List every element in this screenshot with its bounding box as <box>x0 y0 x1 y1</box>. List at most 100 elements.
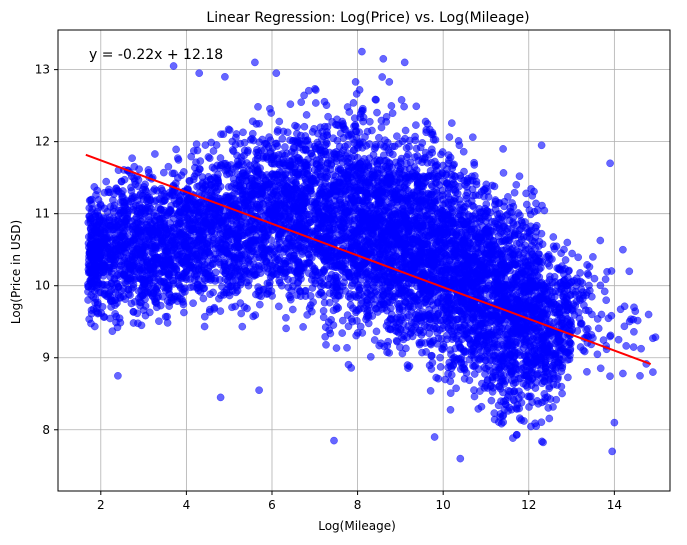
scatter-point <box>353 329 362 337</box>
scatter-point <box>164 269 172 277</box>
scatter-point <box>380 176 389 185</box>
scatter-point <box>298 226 307 234</box>
scatter-point <box>425 329 434 338</box>
scatter-point <box>155 317 163 326</box>
scatter-point <box>326 329 335 338</box>
scatter-point <box>274 302 283 311</box>
scatter-point <box>347 193 356 202</box>
scatter-point <box>321 141 330 150</box>
scatter-point <box>252 184 261 192</box>
scatter-point <box>360 155 369 163</box>
scatter-point <box>146 262 155 271</box>
scatter-point <box>363 283 372 292</box>
scatter-point <box>219 130 228 139</box>
scatter-point <box>256 164 264 173</box>
scatter-point <box>428 245 437 254</box>
scatter-point <box>316 163 324 172</box>
scatter-point <box>295 154 303 163</box>
scatter-point <box>398 349 407 358</box>
scatter-point <box>119 187 127 195</box>
scatter-point <box>141 241 150 249</box>
scatter-point <box>300 122 309 131</box>
scatter-point <box>297 131 305 140</box>
scatter-point <box>291 222 300 230</box>
scatter-point <box>268 266 277 275</box>
scatter-point <box>279 155 287 164</box>
scatter-point <box>371 95 380 104</box>
scatter-point <box>344 322 353 331</box>
scatter-point <box>378 284 386 293</box>
scatter-point <box>319 313 328 322</box>
scatter-point <box>240 146 249 155</box>
scatter-point <box>100 188 109 197</box>
scatter-point <box>402 195 411 203</box>
scatter-point <box>274 233 283 241</box>
scatter-point <box>100 313 109 321</box>
scatter-point <box>297 208 305 217</box>
scatter-point <box>338 329 347 337</box>
scatter-point <box>211 210 220 219</box>
scatter-point <box>112 185 121 193</box>
scatter-point <box>185 176 194 185</box>
scatter-point <box>354 196 363 205</box>
scatter-point <box>384 214 393 223</box>
scatter-point <box>204 207 213 216</box>
scatter-point <box>84 296 92 304</box>
scatter-point <box>120 221 128 230</box>
scatter-point <box>187 250 196 259</box>
scatter-point <box>427 206 436 215</box>
scatter-point <box>256 269 265 277</box>
scatter-point <box>268 292 276 300</box>
scatter-point <box>135 165 143 174</box>
scatter-point <box>332 187 341 195</box>
scatter-point <box>106 261 114 269</box>
scatter-point <box>216 154 225 162</box>
scatter-point <box>240 186 249 195</box>
scatter-point <box>313 138 322 147</box>
scatter-point <box>306 186 315 195</box>
scatter-point <box>276 243 285 252</box>
scatter-point <box>127 187 136 195</box>
scatter-point <box>428 182 436 191</box>
scatter-point <box>332 148 341 156</box>
scatter-point <box>171 179 180 188</box>
scatter-point <box>385 78 394 86</box>
scatter-point <box>437 150 445 159</box>
scatter-point <box>137 321 146 330</box>
scatter-point <box>367 291 376 300</box>
scatter-point <box>186 283 195 292</box>
scatter-point <box>193 281 202 289</box>
scatter-point <box>182 275 191 284</box>
scatter-point <box>342 216 351 225</box>
scatter-point <box>410 235 419 244</box>
scatter-point <box>144 166 153 174</box>
scatter-point <box>104 292 112 301</box>
scatter-point <box>345 131 353 139</box>
scatter-point <box>412 121 420 129</box>
scatter-point <box>296 192 305 200</box>
scatter-point <box>381 202 389 211</box>
scatter-point <box>344 360 353 369</box>
scatter-point <box>311 84 319 93</box>
scatter-point <box>404 364 412 372</box>
scatter-point <box>228 252 237 260</box>
scatter-point <box>234 235 243 243</box>
scatter-point <box>200 322 209 331</box>
scatter-point <box>206 276 215 284</box>
scatter-point <box>268 205 277 213</box>
scatter-point <box>432 162 440 170</box>
scatter-point <box>401 126 410 135</box>
scatter-point <box>314 224 323 232</box>
scatter-point <box>100 235 108 243</box>
scatter-point <box>230 269 239 278</box>
scatter-point <box>361 133 369 141</box>
scatter-point <box>249 312 258 321</box>
scatter-point <box>120 234 129 243</box>
scatter-point <box>409 303 417 311</box>
scatter-point <box>235 259 243 267</box>
scatter-point <box>159 168 168 177</box>
scatter-point <box>402 281 411 290</box>
scatter-point <box>232 133 240 142</box>
scatter-point <box>418 348 426 357</box>
scatter-point <box>275 117 284 126</box>
